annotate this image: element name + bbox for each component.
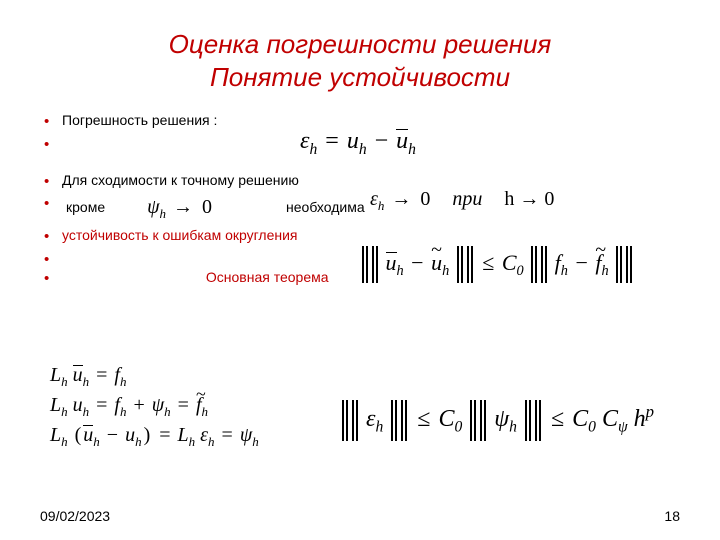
eq-sys-line-3: Lh (uh − uh) = Lh εh = ψh	[50, 424, 259, 450]
s3-open: (	[73, 424, 84, 446]
footer-date: 09/02/2023	[40, 508, 110, 524]
s2-L: L	[50, 394, 61, 416]
stab-ut-h: h	[442, 263, 449, 279]
stab-ubar: u	[386, 250, 397, 275]
title-line-2: Понятие устойчивости	[210, 62, 510, 92]
s2-psih: h	[164, 404, 171, 419]
bullet-2-text: Для сходимости к точному решению	[62, 172, 299, 188]
bullet-3-pre: кроме	[66, 198, 105, 218]
s1-Lh: h	[61, 374, 68, 389]
s1-L: L	[50, 364, 61, 386]
stab-ft-h: h	[601, 263, 608, 279]
slide-title: Оценка погрешности решения Понятие устой…	[40, 28, 680, 93]
fin-le1: ≤	[415, 406, 432, 432]
s3-eq2: =	[220, 424, 235, 446]
fin-p: p	[646, 402, 654, 421]
psi-zero: 0	[200, 196, 214, 218]
fin-Cpsi: C	[602, 406, 618, 432]
s3-ubar: u	[83, 424, 93, 446]
stab-minus2: −	[573, 250, 589, 275]
s2-fh: h	[120, 404, 127, 419]
eq-sys-line-2: Lh uh = fh + ψh = ~fh	[50, 394, 259, 420]
psi-sub-h: h	[160, 206, 167, 221]
bullet-3-post: необходима	[286, 198, 365, 218]
s2-fth: h	[202, 404, 209, 419]
bullet-4: устойчивость к ошибкам округления	[40, 226, 680, 246]
fin-C: C	[438, 406, 454, 432]
fin-C2: C	[572, 406, 588, 432]
stab-ubar-h: h	[397, 263, 404, 279]
epslim-to: →	[389, 188, 413, 210]
eps-ubar-sub: h	[408, 141, 416, 158]
bullet-2: Для сходимости к точному решению	[40, 171, 680, 191]
s3-L2: L	[178, 424, 189, 446]
fin-psi: ψ	[494, 406, 509, 432]
s3-psi: ψ	[240, 424, 252, 446]
bullet-5-text: Основная теорема	[206, 269, 329, 285]
psi-arrow: →	[171, 196, 195, 218]
s3-uh: h	[135, 434, 142, 449]
s3-eq: =	[157, 424, 172, 446]
epslim-hto0: h → 0	[502, 188, 556, 210]
eps-ubar: u	[396, 128, 408, 154]
s3-close: )	[142, 424, 153, 446]
epslim-zero: 0	[418, 188, 432, 210]
eq-eps-def: εh = uh − uh	[300, 128, 416, 159]
s2-u: u	[73, 394, 83, 416]
eps-sub: h	[309, 141, 317, 158]
s3-L: L	[50, 424, 61, 446]
s2-uh: h	[83, 404, 90, 419]
stab-f-h: h	[561, 263, 568, 279]
fin-h: h	[634, 406, 646, 432]
epslim-eps: ε	[370, 188, 378, 210]
eq-final: εh ≤ C0 ψh ≤ C0 Cψ hp	[340, 400, 654, 441]
eq-stability: uh − ~uh ≤ C0 fh − ~fh	[360, 246, 634, 283]
s3-psih: h	[252, 434, 259, 449]
eq-system: Lh uh = fh Lh uh = fh + ψh = ~fh Lh (uh …	[50, 360, 259, 454]
s2-plus: +	[131, 394, 146, 416]
s1-uh: h	[83, 374, 90, 389]
epslim-sub: h	[378, 198, 385, 213]
eps-u: u	[347, 128, 359, 154]
stab-C0: 0	[517, 263, 524, 279]
s2-eq2: =	[176, 394, 191, 416]
eq-sys-line-1: Lh uh = fh	[50, 364, 259, 390]
title-line-1: Оценка погрешности решения	[169, 29, 552, 59]
fin-psi-h: h	[509, 419, 517, 436]
eps-u-sub: h	[359, 141, 367, 158]
s3-minus: −	[105, 424, 120, 446]
s3-u: u	[125, 424, 135, 446]
s1-eq: =	[94, 364, 109, 386]
fin-le2: ≤	[549, 406, 566, 432]
stab-minus: −	[409, 250, 425, 275]
stab-le: ≤	[480, 250, 496, 275]
psi-sym: ψ	[147, 196, 159, 218]
s3-L2h: h	[189, 434, 196, 449]
s2-Lh: h	[61, 404, 68, 419]
s3-eph: h	[208, 434, 215, 449]
s1-ubar: u	[73, 364, 83, 386]
s2-psi: ψ	[152, 394, 164, 416]
footer: 09/02/2023 18	[40, 508, 680, 524]
s3-ubh: h	[93, 434, 100, 449]
s3-Lh: h	[61, 434, 68, 449]
footer-page: 18	[664, 508, 680, 524]
s1-fh: h	[120, 374, 127, 389]
eq-eps-limit: εh → 0 при h → 0	[370, 188, 556, 214]
fin-eps-h: h	[375, 419, 383, 436]
bullet-3: кроме ψh → 0 необходима	[40, 193, 680, 223]
fin-C0: 0	[454, 419, 462, 436]
eq-psi-limit: ψh → 0	[147, 193, 214, 223]
s3-eps: ε	[200, 424, 208, 446]
bullet-4-text: устойчивость к ошибкам округления	[62, 227, 298, 243]
bullet-1-text: Погрешность решения :	[62, 112, 217, 128]
stab-C: C	[502, 250, 517, 275]
eps-eq: =	[323, 128, 341, 154]
eps-minus: −	[373, 128, 391, 154]
epslim-npu: при	[452, 188, 482, 210]
s2-eq: =	[94, 394, 109, 416]
fin-C20: 0	[588, 419, 596, 436]
fin-Cpsi-sub: ψ	[618, 419, 628, 436]
